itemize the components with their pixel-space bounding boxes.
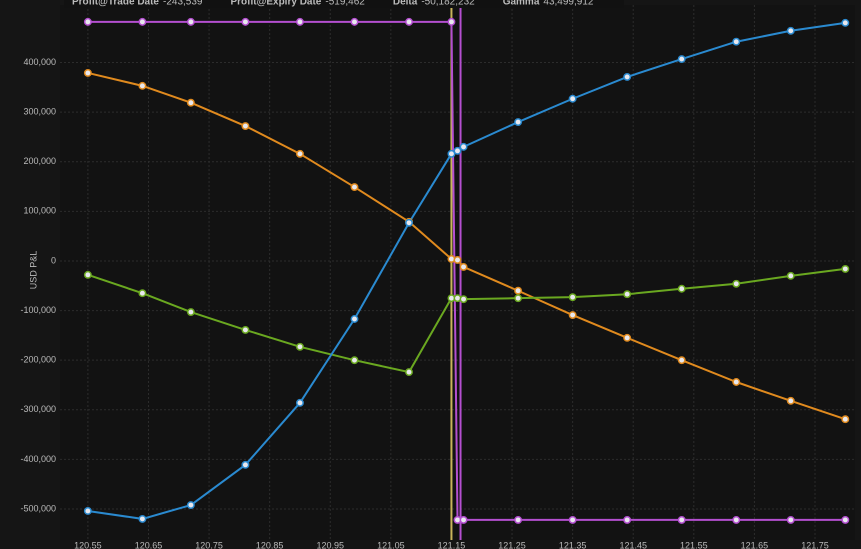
y-tick-label: -200,000: [20, 355, 56, 365]
x-tick-label: 121.75: [801, 540, 829, 549]
data-point: [447, 17, 456, 26]
data-point: [514, 118, 523, 127]
data-point: [296, 398, 304, 407]
data-point: [568, 94, 577, 103]
y-tick-label: 0: [51, 255, 56, 265]
data-point: [568, 515, 577, 524]
data-point: [186, 98, 195, 107]
data-point: [677, 515, 686, 524]
data-point: [786, 396, 795, 405]
data-point: [453, 146, 462, 155]
data-point: [568, 311, 577, 319]
data-point: [350, 315, 359, 323]
data-point: [459, 262, 468, 271]
data-point: [841, 415, 850, 424]
legend-value: -519,462: [325, 0, 365, 8]
legend-name: Profit@Trade Date: [72, 0, 159, 8]
data-point: [83, 270, 92, 279]
data-point: [350, 356, 359, 365]
x-tick-label: 120.55: [74, 540, 102, 549]
data-point: [732, 37, 741, 46]
data-point: [405, 218, 413, 227]
data-point: [83, 17, 92, 26]
data-point: [241, 460, 250, 469]
y-tick-label: 100,000: [23, 206, 56, 216]
x-tick-label: 121.05: [377, 540, 405, 549]
legend-value: -243,539: [163, 0, 203, 8]
legend-name: Delta: [393, 0, 418, 8]
data-point: [296, 17, 304, 26]
y-tick-label: -500,000: [20, 503, 56, 513]
y-axis-label: USD P&L: [28, 251, 38, 290]
data-point: [841, 18, 850, 27]
data-point: [459, 295, 468, 304]
data-point: [350, 17, 359, 26]
data-point: [623, 72, 632, 81]
x-tick-label: 120.95: [316, 540, 344, 549]
y-tick-label: 300,000: [23, 107, 56, 117]
y-tick-label: 200,000: [23, 156, 56, 166]
data-point: [514, 515, 523, 524]
y-tick-label: -300,000: [20, 404, 56, 414]
data-point: [296, 149, 304, 158]
data-point: [786, 271, 795, 280]
legend-name: Profit@Expiry Date: [230, 0, 321, 8]
x-tick-label: 121.65: [741, 540, 769, 549]
data-point: [677, 55, 686, 64]
data-point: [786, 515, 795, 524]
data-point: [350, 183, 359, 192]
data-point: [459, 515, 468, 524]
data-point: [405, 368, 413, 377]
legend-name: Gamma: [503, 0, 540, 8]
x-tick-label: 121.45: [619, 540, 647, 549]
data-point: [732, 378, 741, 386]
data-point: [241, 17, 250, 26]
data-point: [677, 356, 686, 365]
y-tick-label: -400,000: [20, 454, 56, 464]
legend-value: 43,499,912: [543, 0, 593, 8]
x-tick-label: 121.55: [680, 540, 708, 549]
data-point: [405, 17, 413, 26]
data-point: [83, 507, 92, 515]
data-point: [841, 264, 850, 273]
data-point: [514, 286, 523, 295]
data-point: [186, 308, 195, 317]
data-point: [623, 333, 632, 342]
data-point: [459, 142, 468, 151]
data-point: [568, 293, 577, 302]
data-point: [138, 289, 147, 298]
data-point: [786, 26, 795, 35]
data-point: [241, 325, 250, 334]
x-tick-label: 121.35: [559, 540, 587, 549]
data-point: [677, 284, 686, 293]
data-point: [296, 342, 304, 351]
x-tick-label: 120.75: [195, 540, 223, 549]
data-point: [514, 294, 523, 303]
data-point: [138, 17, 147, 26]
x-tick-label: 121.15: [438, 540, 466, 549]
legend-value: -50,182,232: [421, 0, 475, 8]
data-point: [138, 514, 147, 523]
data-point: [241, 122, 250, 130]
x-tick-label: 120.65: [135, 540, 163, 549]
data-point: [138, 81, 147, 90]
data-point: [83, 69, 92, 77]
data-point: [732, 279, 741, 288]
y-tick-label: 400,000: [23, 57, 56, 67]
x-tick-label: 121.25: [498, 540, 526, 549]
data-point: [186, 501, 195, 509]
data-point: [186, 17, 195, 26]
legend: Profit@Trade Date -243,539 Profit@Expiry D…: [64, 0, 624, 8]
legend-background: [64, 0, 624, 8]
data-point: [732, 515, 741, 524]
data-point: [623, 290, 632, 299]
data-point: [453, 256, 462, 264]
x-tick-label: 120.85: [256, 540, 284, 549]
data-point: [447, 149, 456, 158]
y-tick-label: -100,000: [20, 305, 56, 315]
data-point: [841, 515, 850, 524]
data-point: [623, 515, 632, 524]
